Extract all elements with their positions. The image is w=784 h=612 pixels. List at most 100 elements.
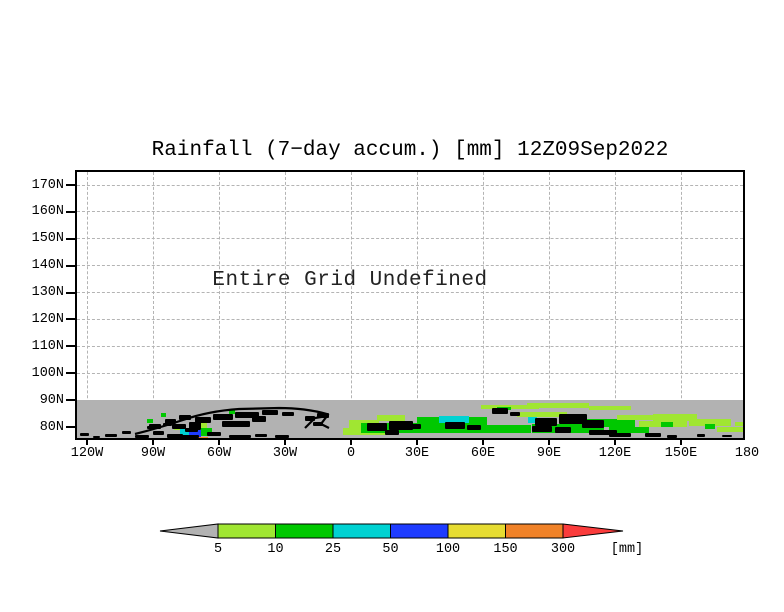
rain-patch — [661, 422, 673, 427]
gridline-vertical — [681, 172, 682, 438]
coastline-fragment — [181, 435, 199, 438]
coastline-fragment — [555, 427, 571, 433]
coastline-fragment — [559, 414, 587, 424]
y-axis-tick — [66, 399, 75, 402]
x-axis-tick-label: 30W — [272, 446, 298, 461]
coastline-fragment — [93, 436, 100, 438]
x-axis-tick-label: 120W — [70, 446, 104, 461]
map-band-graphic — [80, 403, 743, 438]
x-axis-tick-label: 90E — [536, 446, 562, 461]
x-axis-tick-label: 180 — [734, 446, 760, 461]
x-axis-tick-label: 150E — [664, 446, 698, 461]
plot-title: Rainfall (7−day accum.) [mm] 12Z09Sep202… — [151, 139, 669, 162]
undefined-shaded-band — [77, 400, 743, 438]
rain-patch — [717, 427, 743, 432]
coastline-fragment — [367, 423, 387, 431]
rain-patch — [589, 406, 631, 410]
coastline-path — [304, 414, 330, 429]
gridline-horizontal — [77, 345, 743, 347]
y-axis-tick-label: 170N — [31, 177, 64, 193]
gridline-vertical — [351, 172, 352, 438]
rain-patch — [517, 412, 547, 417]
y-axis-tick-label: 90N — [39, 392, 64, 408]
colorbar-level-label: 5 — [213, 542, 223, 557]
x-axis-tick — [86, 440, 88, 445]
y-axis-tick-label: 130N — [31, 285, 64, 301]
y-axis-tick-label: 160N — [31, 204, 64, 220]
y-axis-tick-label: 80N — [39, 419, 64, 435]
y-axis-tick-label: 140N — [31, 258, 64, 274]
coastline-fragment — [445, 422, 465, 429]
gridline-horizontal — [77, 318, 743, 320]
rain-patch — [198, 423, 207, 428]
colorbar-under-arrow — [159, 523, 219, 539]
y-axis-tick — [66, 237, 75, 240]
gridline-vertical — [87, 172, 88, 438]
colorbar-segment — [332, 523, 391, 539]
coastline-fragment — [252, 416, 266, 422]
coastline-fragment — [609, 433, 631, 437]
coastline-fragment — [667, 435, 677, 438]
x-axis-tick — [152, 440, 154, 445]
rain-patch — [689, 419, 731, 426]
gridline-vertical — [285, 172, 286, 438]
x-axis-tick — [548, 440, 550, 445]
y-axis-tick-label: 120N — [31, 311, 64, 327]
coastline-fragment — [582, 420, 604, 428]
gridline-horizontal — [77, 238, 743, 240]
x-axis-tick — [218, 440, 220, 445]
y-axis-tick — [66, 345, 75, 348]
colorbar-over-arrow — [562, 523, 624, 539]
rain-patch — [609, 427, 649, 433]
rain-patch — [443, 425, 531, 433]
coastline-fragment — [122, 431, 131, 434]
rain-patch — [617, 415, 653, 420]
colorbar-segment — [275, 523, 334, 539]
colorbar-segment — [390, 523, 449, 539]
rain-patch — [229, 410, 235, 414]
coastline-fragment — [222, 421, 250, 427]
y-axis-tick — [66, 291, 75, 294]
y-axis-tick — [66, 372, 75, 375]
plot-area — [75, 170, 745, 440]
coastline-fragment — [697, 434, 705, 437]
coastline-fragment — [172, 424, 186, 429]
gridline-vertical — [483, 172, 484, 438]
y-axis-tick — [66, 184, 75, 186]
rain-patch — [735, 422, 743, 426]
x-axis-tick — [416, 440, 418, 445]
x-axis-tick-label: 60W — [206, 446, 232, 461]
coastline-fragment — [195, 417, 211, 423]
coastline-fragment — [135, 435, 149, 438]
coastline-fragment — [153, 431, 164, 435]
rain-patch — [528, 417, 537, 423]
rain-patch — [547, 412, 567, 417]
colorbar-level-label: 10 — [267, 542, 284, 557]
coastline-fragment — [535, 418, 557, 426]
coastline-fragment — [282, 412, 294, 416]
rain-patch — [189, 430, 201, 438]
y-axis-tick-label: 100N — [31, 365, 64, 381]
rain-patch — [201, 428, 212, 436]
colorbar-level-label: 150 — [493, 542, 518, 557]
rain-patch — [439, 416, 469, 423]
undefined-grid-message: Entire Grid Undefined — [212, 269, 488, 292]
rain-patch — [705, 424, 715, 429]
x-axis-tick-label: 60E — [470, 446, 496, 461]
y-axis-tick — [66, 264, 75, 267]
coastline-fragment — [275, 435, 289, 438]
coastline-fragment — [213, 414, 233, 420]
x-axis-tick-label: 90W — [140, 446, 166, 461]
colorbar-level-label: 50 — [382, 542, 399, 557]
coastline-fragment — [262, 410, 278, 415]
rain-patch — [577, 419, 635, 427]
rain-patch — [180, 429, 189, 436]
y-axis-tick — [66, 426, 75, 428]
gridline-vertical — [417, 172, 418, 438]
coastline-path — [134, 406, 328, 436]
colorbar-unit-label: [mm] — [610, 542, 644, 557]
coastline-fragment — [722, 435, 732, 437]
gridline-vertical — [549, 172, 550, 438]
coastline-fragment — [255, 434, 267, 437]
